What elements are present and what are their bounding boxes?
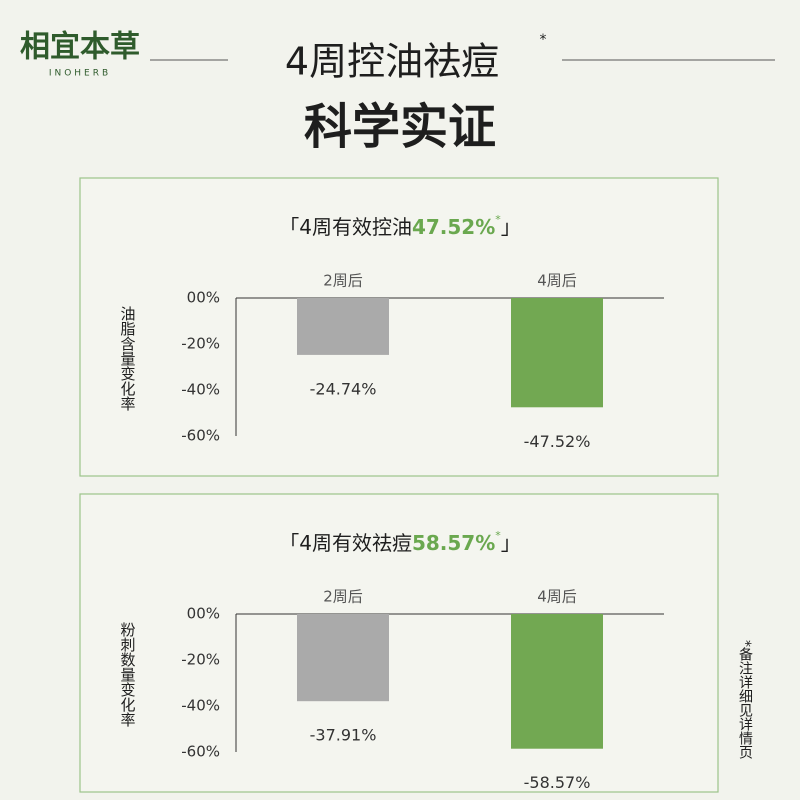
- title-suffix: 」: [501, 531, 521, 555]
- title-prefix: 「4周有效控油: [279, 215, 412, 239]
- x-category-label: 2周后: [323, 272, 363, 290]
- note: *备注详细见详情页: [737, 640, 753, 759]
- y-tick-label: -20%: [181, 335, 220, 353]
- value-label: -47.52%: [524, 432, 591, 451]
- bar: [511, 614, 603, 749]
- chart-title: 「4周有效祛痘58.57%*」: [279, 529, 521, 555]
- value-label: -24.74%: [310, 379, 377, 398]
- title-mark: *: [495, 529, 501, 542]
- y-tick-label: 00%: [187, 289, 220, 307]
- y-axis-label: 油脂含量变化率: [119, 306, 137, 411]
- bar: [511, 298, 603, 408]
- logo-en: INOHERB: [49, 69, 111, 79]
- x-category-label: 4周后: [537, 272, 577, 290]
- title-mark: *: [540, 32, 547, 48]
- chart-panel: [79, 177, 719, 477]
- title: 4周控油祛痘: [285, 40, 499, 84]
- logo: 相宜本草: [20, 30, 140, 65]
- chart-title: 「4周有效控油47.52%*」: [279, 213, 521, 239]
- title-suffix: 」: [501, 215, 521, 239]
- x-category-label: 4周后: [537, 588, 577, 606]
- value-label: -58.57%: [524, 773, 591, 792]
- subtitle: 科学实证: [304, 99, 496, 155]
- bar: [297, 614, 389, 702]
- y-axis-label: 粉刺数量变化率: [119, 622, 137, 727]
- y-tick-label: -40%: [181, 697, 220, 715]
- y-tick-label: -40%: [181, 381, 220, 399]
- y-tick-label: -60%: [181, 743, 220, 761]
- title-prefix: 「4周有效祛痘: [279, 531, 412, 555]
- title-highlight: 47.52%: [412, 215, 495, 239]
- x-category-label: 2周后: [323, 588, 363, 606]
- title-highlight: 58.57%: [412, 531, 495, 555]
- bar: [297, 298, 389, 355]
- y-tick-label: -20%: [181, 651, 220, 669]
- value-label: -37.91%: [310, 726, 377, 745]
- title-mark: *: [495, 213, 501, 226]
- y-tick-label: -60%: [181, 427, 220, 445]
- chart-panel: [79, 493, 719, 793]
- y-tick-label: 00%: [187, 605, 220, 623]
